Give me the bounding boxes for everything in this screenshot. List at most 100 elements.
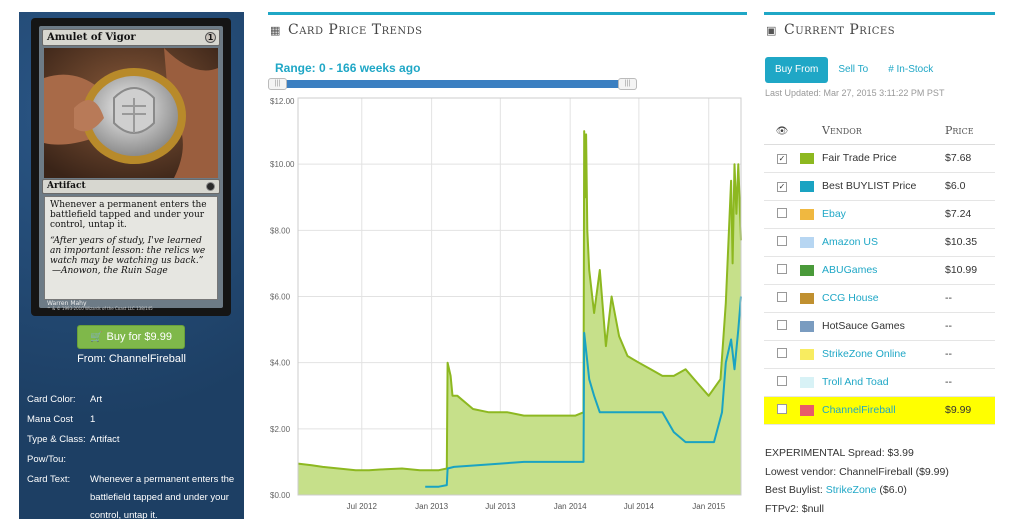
y-tick-label: $0.00 (270, 491, 291, 500)
vendor-checkbox[interactable] (777, 235, 787, 246)
vendor-checkbox[interactable] (777, 207, 787, 218)
vendor-color-swatch (800, 236, 814, 248)
vendor-row: Amazon US $10.35 (764, 228, 995, 257)
tab-buy-from[interactable]: Buy From (765, 57, 829, 83)
vendor-color-swatch (800, 404, 814, 416)
detail-row: Card Text: Whenever a permanent enters th… (27, 470, 242, 519)
detail-row: Card Color: Art (27, 390, 242, 410)
detail-row: Type & Class: Artifact (27, 430, 242, 450)
vendor-name-cell: CCG House (822, 284, 945, 313)
card-inner-frame: Amulet of Vigor 1 (39, 26, 223, 311)
y-tick-label: $4.00 (270, 359, 291, 368)
detail-value: 1 (90, 414, 96, 425)
detail-row: Mana Cost 1 (27, 410, 242, 430)
range-handle-right[interactable]: ||| (618, 78, 637, 90)
price-column-header: Price (945, 118, 995, 145)
vendor-name-cell: HotSauce Games (822, 312, 945, 341)
vendor-checkbox-cell: ✓ (764, 144, 800, 173)
detail-key: Card Text: (27, 474, 71, 485)
vendor-swatch-cell (800, 312, 822, 341)
vendor-color-swatch (800, 292, 814, 304)
vendor-row: StrikeZone Online -- (764, 340, 995, 369)
x-tick-label: Jan 2014 (554, 502, 587, 511)
vendor-checkbox[interactable] (777, 291, 787, 302)
ftpv2-text: FTPv2: $null (765, 502, 824, 515)
card-artist: Warren Mahy (47, 300, 87, 307)
card-text-box: Whenever a permanent enters the battlefi… (44, 196, 218, 300)
vendor-price: -- (945, 340, 995, 369)
vendor-color-swatch (800, 376, 814, 388)
vendor-price: $7.24 (945, 200, 995, 229)
vendor-checkbox[interactable]: ✓ (777, 182, 787, 192)
vendor-row: HotSauce Games -- (764, 312, 995, 341)
x-tick-label: Jul 2013 (485, 502, 516, 511)
range-label: Range: 0 - 166 weeks ago (275, 61, 421, 75)
vendor-checkbox[interactable] (777, 319, 787, 330)
vendor-swatch-cell (800, 284, 822, 313)
vendor-name: Fair Trade Price (822, 152, 897, 164)
vendor-link[interactable]: ChannelFireball (822, 404, 896, 416)
series-line-0 (297, 130, 742, 472)
card-type-bar: Artifact (42, 179, 220, 194)
vendor-checkbox-cell (764, 284, 800, 313)
vendor-color-swatch (800, 208, 814, 220)
detail-key: Card Color: (27, 394, 76, 405)
prices-divider (764, 12, 995, 15)
range-track[interactable] (268, 80, 637, 88)
vendor-name: Best BUYLIST Price (822, 180, 917, 192)
detail-value: Artifact (90, 434, 120, 445)
card-name: Amulet of Vigor (47, 32, 136, 43)
vendor-color-swatch (800, 320, 814, 332)
vendor-swatch-cell (800, 144, 822, 173)
y-tick-label: $6.00 (270, 293, 291, 302)
vendor-price: -- (945, 312, 995, 341)
range-slider[interactable]: ||| ||| (268, 78, 637, 90)
best-buylist-link[interactable]: StrikeZone (825, 484, 877, 496)
tab-sell-to[interactable]: Sell To (838, 64, 869, 75)
price-tabs: Buy From Sell To # In-Stock (765, 57, 943, 83)
spread-text: EXPERIMENTAL Spread: $3.99 (765, 447, 914, 459)
prices-header: ▣ Current Prices (766, 22, 895, 38)
vendor-checkbox[interactable] (777, 375, 787, 386)
vendor-link[interactable]: Ebay (822, 208, 846, 220)
vendor-row: Ebay $7.24 (764, 200, 995, 229)
trends-title: Card Price Trends (288, 22, 423, 38)
last-updated: Last Updated: Mar 27, 2015 3:11:22 PM PS… (765, 88, 945, 98)
detail-key: Mana Cost (27, 414, 73, 425)
vendor-name: HotSauce Games (822, 320, 905, 332)
vendor-swatch-cell (800, 200, 822, 229)
tab-in-stock[interactable]: # In-Stock (888, 64, 934, 75)
vendor-swatch-cell (800, 396, 822, 425)
detail-value (90, 450, 242, 470)
series-line-1 (425, 296, 742, 488)
vendor-link[interactable]: ABUGames (822, 264, 878, 276)
vendor-link[interactable]: Troll And Toad (822, 376, 889, 388)
vendor-link[interactable]: StrikeZone Online (822, 348, 907, 360)
vendor-swatch-cell (800, 368, 822, 397)
vendor-price: $9.99 (945, 396, 995, 425)
card-rules-text: Whenever a permanent enters the battlefi… (50, 200, 207, 230)
visibility-column: 👁 (764, 118, 800, 145)
vendor-checkbox[interactable] (777, 347, 787, 358)
vendor-checkbox-cell (764, 396, 800, 425)
buy-button[interactable]: 🛒 Buy for $9.99 (77, 325, 185, 349)
vendor-link[interactable]: CCG House (822, 292, 879, 304)
swatch-column (800, 118, 822, 145)
buy-from-vendor: From: ChannelFireball (77, 353, 186, 365)
detail-value: Whenever a permanent enters the battlefi… (90, 474, 235, 519)
vendor-checkbox[interactable]: ✓ (777, 154, 787, 164)
card-type-line: Artifact (47, 181, 86, 191)
vendor-link[interactable]: Amazon US (822, 236, 879, 248)
vendor-name-cell: Fair Trade Price (822, 144, 945, 173)
detail-value: Art (90, 394, 103, 405)
card-artwork (44, 48, 218, 178)
range-handle-left[interactable]: ||| (268, 78, 287, 90)
price-summary: EXPERIMENTAL Spread: $3.99 Lowest vendor… (765, 444, 949, 518)
vendor-name-cell: ABUGames (822, 256, 945, 285)
vendor-checkbox[interactable] (777, 263, 787, 274)
money-icon: ▣ (766, 24, 777, 37)
vendor-checkbox[interactable] (777, 403, 787, 414)
vendor-checkbox-cell (764, 200, 800, 229)
vendor-table: 👁 Vendor Price ✓ Fair Trade Price $7.68 ✓ Be… (764, 118, 995, 425)
mana-cost-icon: 1 (205, 32, 216, 43)
